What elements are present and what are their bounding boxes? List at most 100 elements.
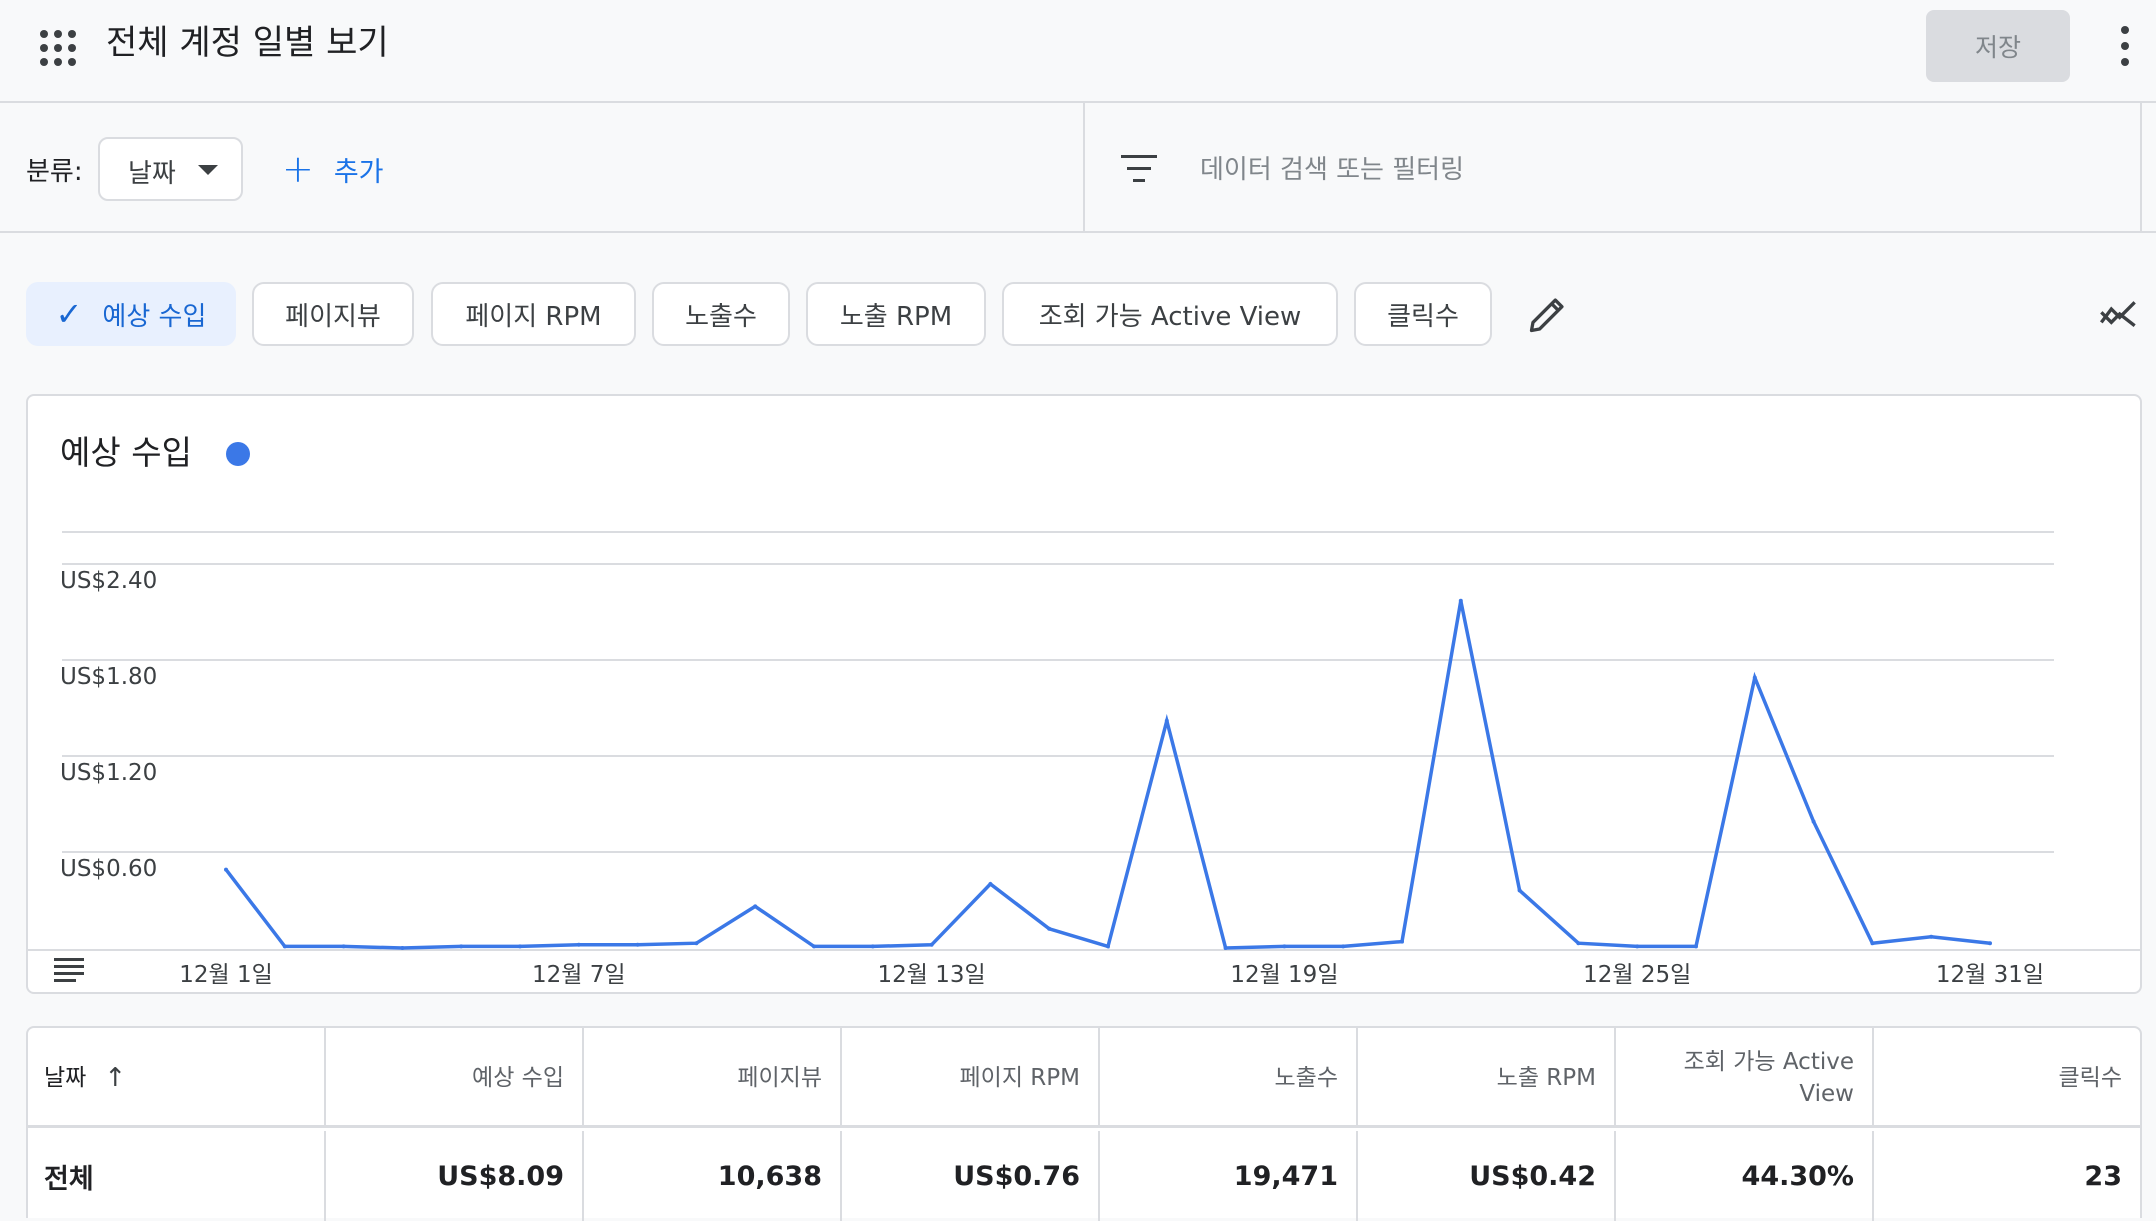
- arrow-up-icon: ↑: [104, 1063, 127, 1093]
- column-header-impressions[interactable]: 노출수: [1100, 1028, 1358, 1128]
- search-filter-input[interactable]: 데이터 검색 또는 필터링: [1200, 155, 1464, 185]
- table-cell: 23: [2084, 1160, 2122, 1192]
- data-point: [988, 882, 993, 886]
- column-header-label: 노출수: [1274, 1065, 1338, 1091]
- compare-trend-icon[interactable]: [2096, 294, 2140, 334]
- filter-icon[interactable]: [1120, 155, 1158, 183]
- filter-bar: 분류: 날짜 + 추가 데이터 검색 또는 필터링: [0, 103, 2156, 233]
- chart-card: 예상 수입 US$0.60 US$1.20 US$1.80 US$2.40 12월 1일…: [26, 394, 2142, 994]
- column-header-clicks[interactable]: 클릭수: [1874, 1028, 2140, 1128]
- metric-chip-impressions[interactable]: 노출수: [652, 282, 790, 346]
- column-header-date[interactable]: 날짜 ↑: [28, 1028, 326, 1128]
- y-tick-label: US$2.40: [60, 568, 157, 594]
- metric-chip-label: 클릭수: [1387, 301, 1459, 332]
- table-row-total: 전체 US$8.09 10,638 US$0.76 19,471 US$0.42…: [28, 1131, 2140, 1221]
- table-cell: US$0.76: [842, 1131, 1100, 1221]
- metric-chip-impression-rpm[interactable]: 노출 RPM: [806, 282, 986, 346]
- column-header-pageviews[interactable]: 페이지뷰: [584, 1028, 842, 1128]
- dimension-dropdown[interactable]: 날짜: [98, 137, 243, 201]
- data-point: [1635, 944, 1640, 949]
- x-tick-label: 12월 25일: [1583, 962, 1691, 988]
- x-tick-label: 12월 7일: [532, 962, 626, 988]
- data-point: [1400, 939, 1404, 944]
- data-point: [1517, 888, 1522, 893]
- data-point: [224, 867, 228, 872]
- column-header-label: 예상 수입: [472, 1065, 564, 1091]
- metric-chip-active-view[interactable]: 조회 가능 Active View: [1002, 282, 1338, 346]
- metric-chip-label: 조회 가능 Active View: [1038, 301, 1302, 332]
- legend-toggle-icon[interactable]: [54, 958, 84, 982]
- column-header-label: 페이지 RPM: [959, 1065, 1081, 1091]
- column-header-active-view[interactable]: 조회 가능 Active View: [1616, 1028, 1874, 1128]
- column-header-impression-rpm[interactable]: 노출 RPM: [1358, 1028, 1616, 1128]
- data-point: [635, 942, 640, 947]
- data-point: [400, 946, 405, 950]
- column-header-estimated-earnings[interactable]: 예상 수입: [326, 1028, 584, 1128]
- data-point: [1694, 944, 1698, 949]
- column-header-label: 날짜: [44, 1065, 87, 1091]
- page-title: 전체 계정 일별 보기: [106, 23, 389, 63]
- report-table: 날짜 ↑ 예상 수입 페이지뷰 페이지 RPM 노출수 노출 RPM 조회 가능…: [26, 1026, 2142, 1221]
- x-tick-label: 12월 1일: [179, 962, 273, 988]
- data-point: [1341, 944, 1346, 949]
- metric-chip-label: 노출수: [685, 301, 757, 332]
- top-bar: 전체 계정 일별 보기 저장: [0, 0, 2156, 103]
- metric-chips: ✓ 예상 수입 페이지뷰 페이지 RPM 노출수 노출 RPM 조회 가능 Ac…: [0, 280, 2156, 346]
- edit-metrics-pencil-icon[interactable]: [1526, 292, 1570, 336]
- data-point: [518, 944, 522, 949]
- chart-title: 예상 수입: [60, 433, 192, 472]
- data-point: [870, 944, 875, 949]
- metric-chip-label: 노출 RPM: [839, 301, 953, 332]
- data-point: [1929, 934, 1934, 939]
- column-header-label: 페이지뷰: [737, 1065, 822, 1091]
- apps-grid-icon[interactable]: [40, 30, 76, 66]
- more-options-icon[interactable]: [2118, 26, 2132, 66]
- x-tick-label: 12월 13일: [878, 962, 986, 988]
- data-point: [576, 942, 581, 947]
- x-tick-label: 12월 19일: [1230, 962, 1338, 988]
- check-icon: ✓: [55, 295, 83, 333]
- metric-chip-clicks[interactable]: 클릭수: [1354, 282, 1492, 346]
- column-header-label: 클릭수: [2058, 1065, 2122, 1091]
- column-header-label: 노출 RPM: [1496, 1065, 1596, 1091]
- y-tick-label: US$1.80: [60, 664, 157, 690]
- plus-icon: +: [282, 147, 314, 191]
- data-point: [1870, 941, 1875, 946]
- table-cell: US$8.09: [326, 1131, 584, 1221]
- table-cell: 44.30%: [1616, 1131, 1874, 1221]
- data-point: [1106, 944, 1110, 949]
- metric-chip-page-rpm[interactable]: 페이지 RPM: [431, 282, 636, 346]
- data-point: [812, 944, 816, 949]
- column-header-label: 조회 가능 Active View: [1683, 1049, 1854, 1107]
- dimension-dropdown-value: 날짜: [128, 159, 176, 189]
- data-point: [1988, 941, 1992, 946]
- save-button[interactable]: 저장: [1926, 10, 2070, 82]
- x-tick-label: 12월 31일: [1936, 962, 2044, 988]
- data-point: [753, 904, 758, 909]
- add-dimension-button[interactable]: + 추가: [282, 147, 384, 191]
- data-point: [282, 944, 287, 949]
- data-point: [1047, 926, 1052, 931]
- column-header-page-rpm[interactable]: 페이지 RPM: [842, 1028, 1100, 1128]
- data-point: [459, 944, 464, 949]
- data-point: [1223, 946, 1228, 950]
- data-point: [1458, 598, 1463, 603]
- y-tick-label: US$1.20: [60, 760, 157, 786]
- data-point: [1282, 944, 1287, 949]
- series-color-dot: [226, 442, 250, 466]
- data-point: [341, 944, 346, 949]
- table-header-row: 날짜 ↑ 예상 수입 페이지뷰 페이지 RPM 노출수 노출 RPM 조회 가능…: [28, 1028, 2140, 1128]
- metric-chip-pageviews[interactable]: 페이지뷰: [252, 282, 414, 346]
- metric-chip-label: 페이지 RPM: [465, 301, 602, 332]
- data-point: [929, 942, 934, 947]
- data-point: [694, 941, 699, 946]
- add-dimension-label: 추가: [333, 156, 384, 188]
- table-cell: 전체: [28, 1131, 326, 1221]
- filter-bar-divider: [1083, 103, 1085, 233]
- y-tick-label: US$0.60: [60, 856, 157, 882]
- metric-chip-label: 예상 수입: [102, 301, 207, 332]
- data-point: [1164, 718, 1169, 723]
- dropdown-arrow-icon: [198, 165, 218, 175]
- metric-chip-estimated-earnings[interactable]: ✓ 예상 수입: [26, 282, 236, 346]
- filter-bar-right-divider: [2140, 103, 2142, 233]
